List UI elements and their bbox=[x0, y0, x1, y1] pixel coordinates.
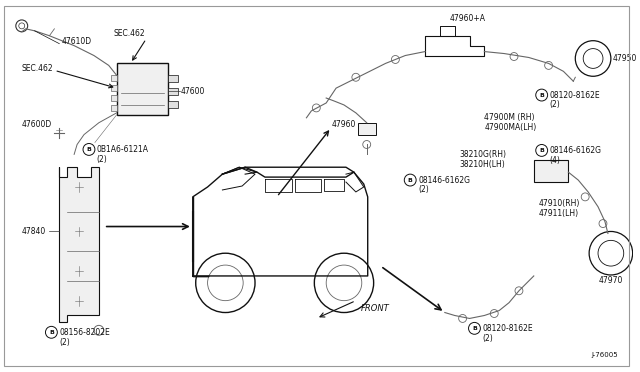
Bar bbox=[111, 75, 116, 81]
Text: (2): (2) bbox=[483, 334, 493, 343]
Bar bbox=[534, 160, 568, 182]
Text: (2): (2) bbox=[550, 100, 561, 109]
Bar bbox=[168, 88, 178, 95]
Text: 47911(LH): 47911(LH) bbox=[539, 209, 579, 218]
Text: (4): (4) bbox=[550, 156, 561, 165]
Bar bbox=[116, 64, 168, 115]
Bar bbox=[111, 95, 116, 101]
Text: B: B bbox=[49, 330, 54, 335]
Text: 47910(RH): 47910(RH) bbox=[539, 199, 580, 208]
Text: B: B bbox=[540, 148, 544, 153]
Circle shape bbox=[536, 89, 548, 101]
Text: (2): (2) bbox=[97, 155, 108, 164]
Text: 08120-8162E: 08120-8162E bbox=[550, 90, 600, 100]
Text: J-76005: J-76005 bbox=[591, 352, 618, 358]
Text: 08146-6162G: 08146-6162G bbox=[550, 146, 602, 155]
Circle shape bbox=[468, 323, 481, 334]
Text: 47600D: 47600D bbox=[22, 120, 52, 129]
Circle shape bbox=[45, 326, 58, 338]
Text: 0B1A6-6121A: 0B1A6-6121A bbox=[97, 145, 149, 154]
Text: B: B bbox=[472, 326, 477, 331]
Text: B: B bbox=[408, 177, 413, 183]
Text: B: B bbox=[540, 93, 544, 97]
Text: 47610D: 47610D bbox=[61, 37, 92, 46]
Text: 47960+A: 47960+A bbox=[450, 15, 486, 23]
Text: 08120-8162E: 08120-8162E bbox=[483, 324, 533, 333]
Bar bbox=[111, 105, 116, 111]
Text: 38210G(RH): 38210G(RH) bbox=[460, 150, 507, 159]
Text: B: B bbox=[86, 147, 92, 152]
Text: FRONT: FRONT bbox=[361, 304, 390, 313]
Text: 47960: 47960 bbox=[332, 120, 356, 129]
Text: 47600: 47600 bbox=[181, 87, 205, 96]
Polygon shape bbox=[60, 167, 99, 323]
Circle shape bbox=[404, 174, 416, 186]
Bar bbox=[358, 123, 376, 135]
Circle shape bbox=[536, 144, 548, 156]
Text: 38210H(LH): 38210H(LH) bbox=[460, 160, 506, 169]
Text: SEC.462: SEC.462 bbox=[22, 64, 53, 73]
Text: 47970: 47970 bbox=[598, 276, 623, 285]
Text: 08156-8202E: 08156-8202E bbox=[60, 328, 110, 337]
Text: 47900MA(LH): 47900MA(LH) bbox=[484, 123, 536, 132]
Bar bbox=[111, 85, 116, 91]
Text: 08146-6162G: 08146-6162G bbox=[418, 176, 470, 185]
Bar bbox=[168, 101, 178, 108]
Text: SEC.462: SEC.462 bbox=[114, 29, 145, 38]
Text: 47840: 47840 bbox=[22, 227, 46, 236]
Text: 47950: 47950 bbox=[613, 54, 637, 63]
Text: 47900M (RH): 47900M (RH) bbox=[484, 113, 535, 122]
Circle shape bbox=[83, 144, 95, 155]
Text: (2): (2) bbox=[60, 338, 70, 347]
Bar bbox=[168, 75, 178, 82]
Text: (2): (2) bbox=[418, 186, 429, 195]
